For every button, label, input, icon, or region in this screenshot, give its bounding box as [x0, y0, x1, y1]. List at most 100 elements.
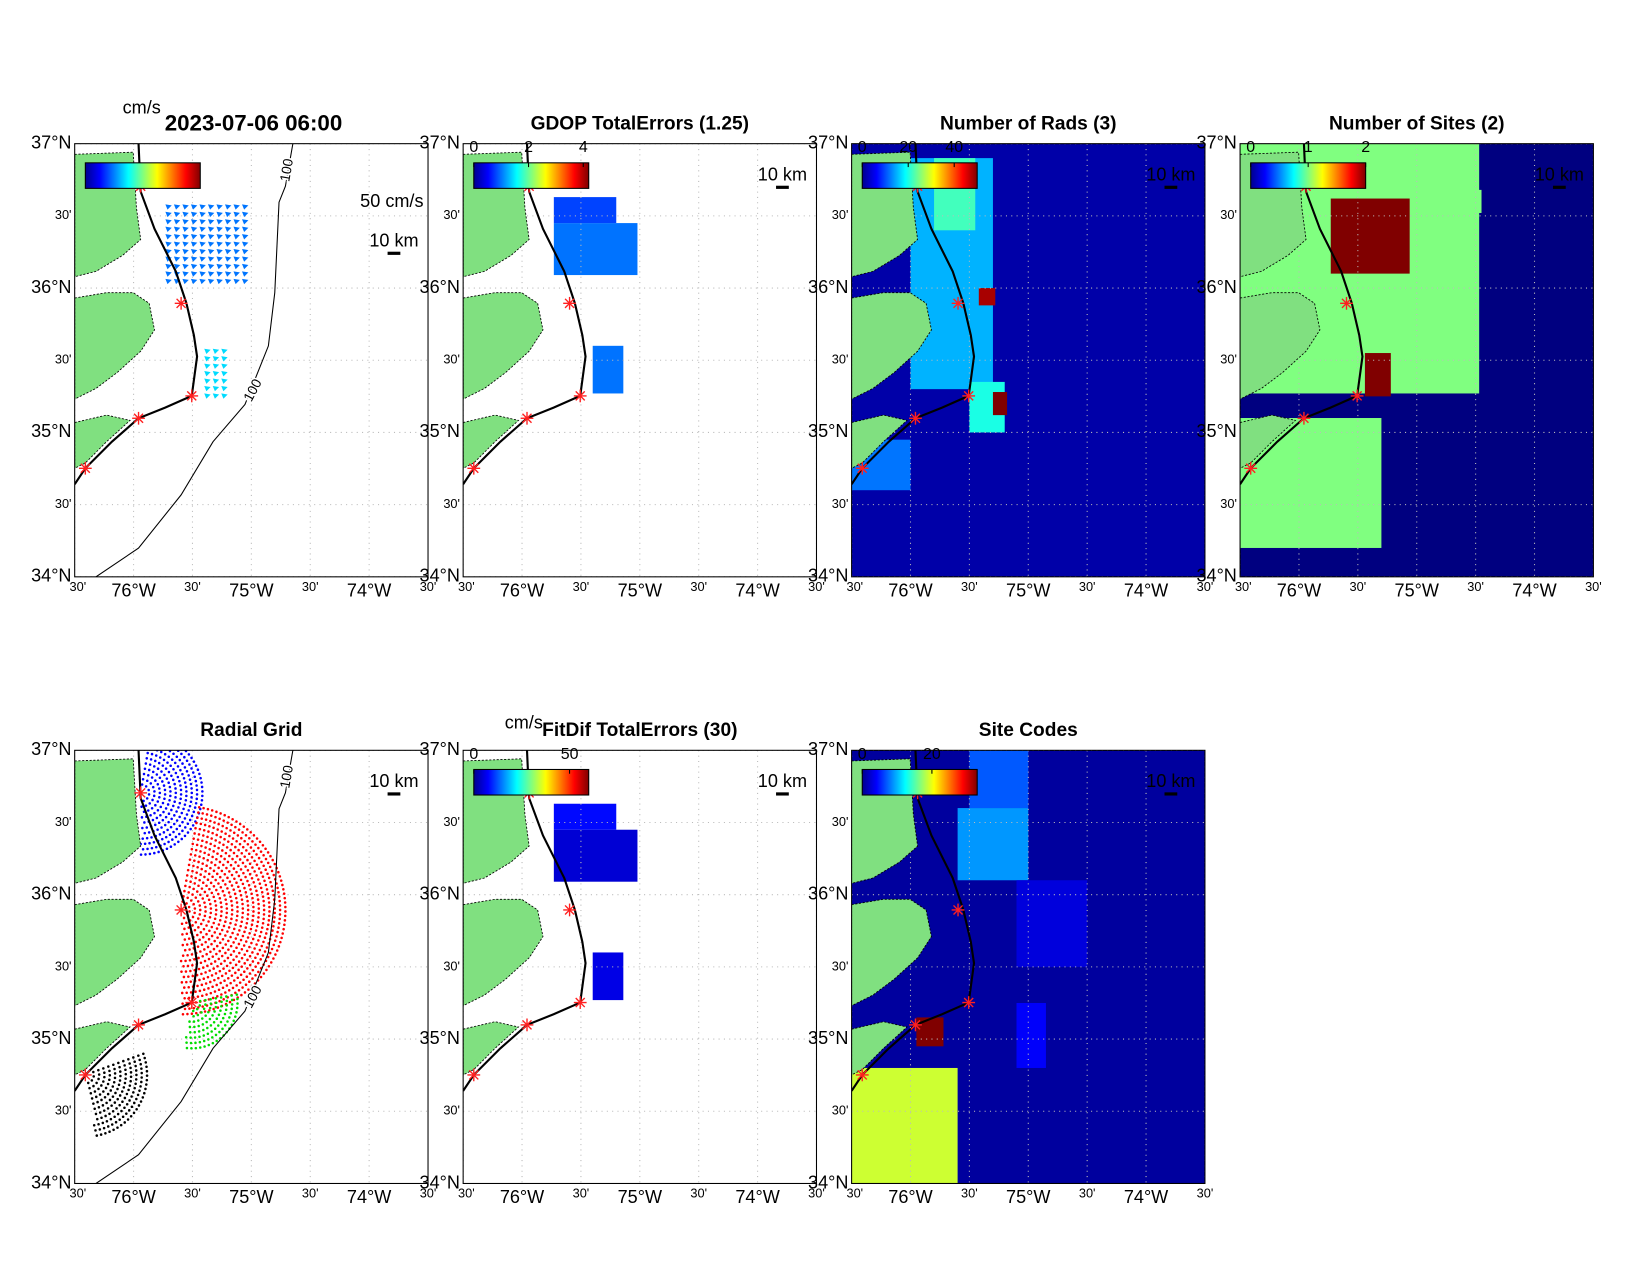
radial-grid-point — [208, 848, 211, 851]
radial-grid-point — [264, 857, 268, 861]
site-marker — [1341, 298, 1352, 309]
radial-grid-point — [165, 777, 169, 780]
current-vector — [182, 263, 189, 270]
radial-grid-point — [207, 957, 211, 961]
radial-grid-point — [123, 1064, 126, 1067]
current-vector — [216, 241, 223, 247]
radial-grid-point — [204, 998, 207, 1002]
lon-tick-label: 30' — [458, 579, 475, 594]
radial-grid-point — [188, 778, 192, 781]
radial-grid-point — [241, 934, 245, 938]
radial-grid-point — [190, 953, 194, 956]
map-panel: 37°N30'36°N30'35°N30'34°N30' 76°W 30' 75°W 3… — [420, 712, 825, 1207]
radial-grid-point — [281, 932, 284, 935]
radial-grid-point — [184, 884, 187, 888]
radial-grid-point — [248, 954, 252, 958]
radial-grid-point — [243, 886, 246, 890]
radial-grid-point — [175, 741, 178, 744]
current-vector — [212, 356, 220, 362]
radial-grid-point — [270, 869, 274, 873]
radial-grid-point — [258, 934, 262, 938]
radial-grid-point — [189, 899, 193, 902]
current-vector — [204, 393, 211, 399]
radial-grid-point — [149, 813, 152, 817]
radial-grid-point — [260, 944, 264, 948]
radial-grid-point — [202, 828, 206, 832]
radial-grid-point — [93, 1090, 97, 1093]
radial-grid-point — [245, 975, 249, 978]
current-vector — [199, 256, 206, 262]
radial-grid-point — [123, 1096, 127, 1100]
current-vector — [165, 241, 172, 247]
current-vector — [224, 256, 232, 262]
radial-grid-point — [198, 1004, 202, 1007]
radial-grid-point — [141, 777, 145, 781]
radial-grid-point — [235, 839, 238, 843]
radial-grid-point — [225, 866, 228, 870]
radial-grid-point — [237, 988, 241, 992]
radial-grid-point — [138, 1058, 141, 1062]
radial-grid-point — [167, 781, 170, 784]
radial-grid-point — [192, 771, 195, 774]
current-vector — [204, 371, 211, 377]
radial-grid-point — [262, 864, 265, 868]
radial-grid-point — [120, 1109, 123, 1113]
radial-grid-point — [209, 950, 212, 954]
radial-grid-point — [183, 1007, 187, 1011]
radial-grid-point — [127, 1109, 131, 1112]
radial-grid-point — [226, 860, 230, 864]
radial-grid-point — [269, 961, 273, 964]
radial-grid-point — [195, 1011, 198, 1015]
radial-grid-point — [209, 814, 213, 817]
radial-grid-point — [147, 768, 151, 772]
radial-grid-point — [201, 794, 204, 798]
radial-grid-point — [200, 844, 203, 848]
radial-grid-point — [164, 807, 168, 810]
radial-grid-point — [215, 952, 218, 956]
radial-grid-point — [263, 936, 267, 939]
radial-grid-point — [100, 1116, 103, 1120]
radial-grid-point — [199, 803, 203, 806]
colorbar — [861, 162, 978, 189]
site-marker — [857, 463, 868, 474]
radial-grid-point — [144, 762, 148, 765]
radial-grid-point — [172, 830, 175, 834]
radial-grid-point — [208, 929, 211, 933]
radial-grid-point — [251, 840, 254, 843]
radial-grid-point — [244, 983, 248, 986]
radial-grid-point — [228, 870, 231, 873]
radial-grid-point — [202, 856, 205, 860]
radial-grid-point — [270, 947, 274, 951]
radial-grid-point — [97, 1068, 100, 1072]
radial-grid-point — [192, 760, 196, 763]
radial-grid-point — [132, 1056, 135, 1059]
radial-grid-point — [240, 898, 244, 901]
radial-grid-point — [201, 966, 205, 969]
radial-grid-point — [268, 865, 272, 869]
radial-grid-point — [222, 863, 225, 867]
radial-grid-point — [262, 913, 266, 916]
radial-grid-point — [174, 796, 177, 799]
colorbar — [473, 768, 590, 796]
radial-grid-point — [190, 875, 193, 878]
radial-grid-point — [163, 773, 166, 777]
radial-grid-point — [182, 747, 185, 750]
radial-grid-point — [155, 773, 159, 776]
radial-grid-point — [173, 800, 176, 803]
current-vector — [233, 263, 240, 270]
lat-tick-label: 30' — [832, 496, 849, 511]
colorbar-tick-label: 4 — [579, 139, 588, 156]
radial-grid-point — [108, 1098, 112, 1102]
current-vector — [173, 211, 181, 218]
scale-label: 10 km — [369, 230, 418, 250]
radial-grid-point — [251, 937, 255, 941]
site-marker — [963, 390, 974, 401]
current-vector — [190, 271, 198, 277]
radial-grid-point — [153, 759, 157, 763]
current-vector — [182, 226, 189, 232]
radial-grid-point — [266, 927, 269, 931]
radial-grid-point — [148, 852, 152, 856]
radial-grid-point — [200, 972, 203, 976]
lon-tick-label: 75°W — [618, 581, 662, 601]
radial-grid-point — [202, 918, 205, 922]
